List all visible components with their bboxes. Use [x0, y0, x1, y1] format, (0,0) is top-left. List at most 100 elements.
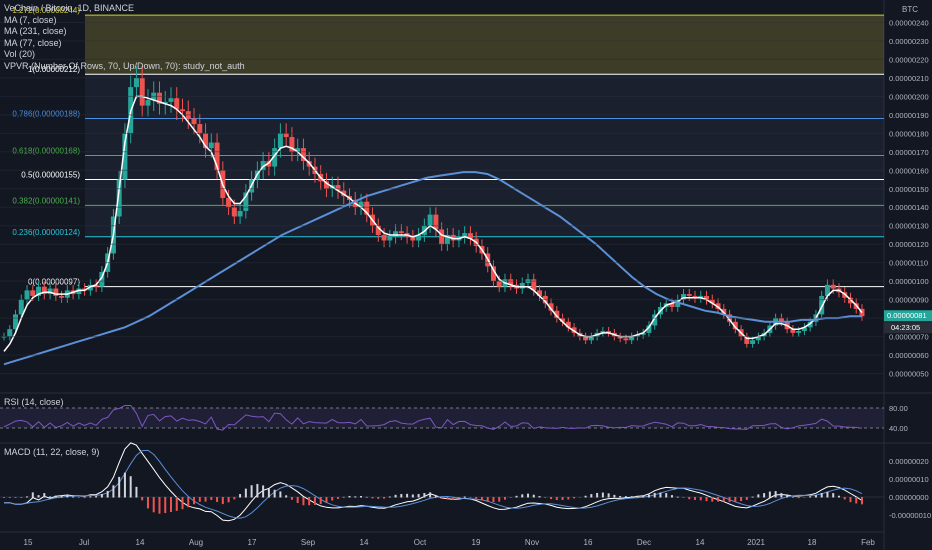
- macd-histogram-bar: [204, 497, 207, 502]
- macd-histogram-bar: [596, 492, 599, 498]
- fib-label: 0.618(0.00000168): [12, 147, 80, 156]
- candle-body: [122, 133, 128, 180]
- macd-histogram-bar: [175, 497, 178, 511]
- macd-histogram-bar: [54, 495, 57, 498]
- price-tick-label: 0.00000070: [889, 333, 929, 342]
- time-tick-label: 19: [472, 538, 481, 547]
- price-tick-label: 0.00000230: [889, 37, 929, 46]
- macd-histogram-bar: [820, 492, 823, 498]
- macd-histogram-bar: [388, 496, 391, 498]
- legend-vpvr[interactable]: VPVR (Number Of Rows, 70, Up/Down, 70): …: [4, 60, 245, 71]
- rsi-label[interactable]: RSI (14, close): [4, 397, 64, 407]
- macd-histogram-bar: [336, 497, 339, 499]
- macd-histogram-bar: [642, 495, 645, 498]
- macd-histogram-bar: [285, 495, 288, 498]
- legend-vol[interactable]: Vol (20): [4, 49, 36, 60]
- candle-body: [139, 77, 145, 106]
- candle-body: [398, 231, 404, 234]
- macd-histogram-bar: [780, 493, 783, 498]
- candle-body: [145, 100, 151, 106]
- macd-tick-label: 0.00000020: [889, 457, 929, 466]
- macd-histogram-bar: [77, 497, 80, 498]
- macd-histogram-bar: [216, 497, 219, 502]
- price-tick-label: 0.00000160: [889, 166, 929, 175]
- time-tick-label: 16: [584, 538, 593, 547]
- axes: 0.000000500.000000600.000000700.00000080…: [0, 18, 932, 547]
- candle-body: [393, 231, 399, 237]
- candle-body: [59, 295, 65, 298]
- macd-histogram-bar: [152, 497, 155, 513]
- macd-histogram-bar: [313, 497, 316, 505]
- fib-label: 0.236(0.00000124): [12, 228, 80, 237]
- legend-ma7[interactable]: MA (7, close): [4, 14, 57, 25]
- candle-body: [99, 271, 105, 287]
- candle-body: [462, 233, 468, 237]
- legend-title[interactable]: VeChain / Bitcoin, 1D, BINANCE: [4, 3, 135, 13]
- macd-tick-label: 0.00000000: [889, 493, 929, 502]
- candle-body: [93, 284, 99, 287]
- macd-histogram-bar: [417, 494, 420, 498]
- macd-histogram-bar: [89, 496, 92, 498]
- candle-body: [191, 118, 197, 125]
- macd-histogram-bar: [279, 491, 282, 498]
- macd-histogram-bar: [244, 488, 247, 498]
- candle-body: [214, 142, 220, 171]
- time-tick-label: 15: [24, 538, 33, 547]
- candle-body: [168, 98, 174, 102]
- candle-body: [243, 192, 249, 211]
- price-tick-label: 0.00000170: [889, 148, 929, 157]
- candle-body: [364, 201, 370, 215]
- macd-histogram-bar: [256, 483, 259, 498]
- macd-histogram-bar: [826, 491, 829, 498]
- indicators: [0, 405, 884, 522]
- macd-histogram-bar: [734, 497, 737, 503]
- candle-body: [686, 294, 692, 296]
- macd-histogram-bar: [112, 485, 115, 498]
- candle-body: [680, 294, 686, 300]
- macd-histogram-bar: [492, 497, 495, 503]
- time-tick-label: Dec: [637, 538, 651, 547]
- macd-histogram-bar: [613, 494, 616, 498]
- rsi-tick-label: 80.00: [889, 404, 908, 413]
- macd-histogram-bar: [498, 497, 501, 502]
- candle-body: [180, 109, 186, 112]
- macd-histogram-bar: [665, 493, 668, 498]
- macd-label[interactable]: MACD (11, 22, close, 9): [4, 447, 100, 457]
- time-tick-label: Nov: [525, 538, 539, 547]
- macd-histogram-bar: [503, 497, 506, 500]
- candle-body: [606, 331, 612, 333]
- macd-histogram-bar: [100, 494, 103, 498]
- macd-histogram-bar: [601, 492, 604, 498]
- macd-histogram-bar: [578, 497, 581, 498]
- macd-histogram-bar: [624, 496, 627, 498]
- fib-label: 0.786(0.00000188): [12, 110, 80, 119]
- macd-histogram-bar: [210, 497, 213, 501]
- macd-histogram-bar: [308, 497, 311, 506]
- candle-body: [375, 225, 381, 235]
- macd-histogram-bar: [573, 497, 576, 499]
- macd-histogram-bar: [699, 497, 702, 501]
- candle-body: [824, 284, 830, 296]
- candle-body: [801, 327, 807, 332]
- candle-body: [600, 331, 606, 333]
- macd-histogram-bar: [360, 495, 363, 498]
- macd-histogram-bar: [763, 493, 766, 498]
- legend-ma77[interactable]: MA (77, close): [4, 37, 62, 48]
- legend-ma231[interactable]: MA (231, close): [4, 26, 67, 37]
- macd-histogram-bar: [814, 495, 817, 498]
- macd-histogram-bar: [837, 495, 840, 498]
- fib-label: 1(0.00000212): [28, 65, 80, 74]
- macd-histogram-bar: [786, 495, 789, 498]
- candle-body: [116, 179, 122, 217]
- price-tick-label: 0.00000210: [889, 74, 929, 83]
- macd-histogram-bar: [584, 495, 587, 498]
- fib-label: 0(0.00000097): [28, 278, 80, 287]
- candle-body: [174, 98, 180, 110]
- candle-body: [715, 303, 721, 309]
- macd-histogram-bar: [607, 493, 610, 498]
- candle-body: [623, 338, 629, 341]
- macd-histogram-bar: [342, 496, 345, 498]
- candle-body: [755, 336, 761, 341]
- macd-histogram-bar: [123, 472, 126, 498]
